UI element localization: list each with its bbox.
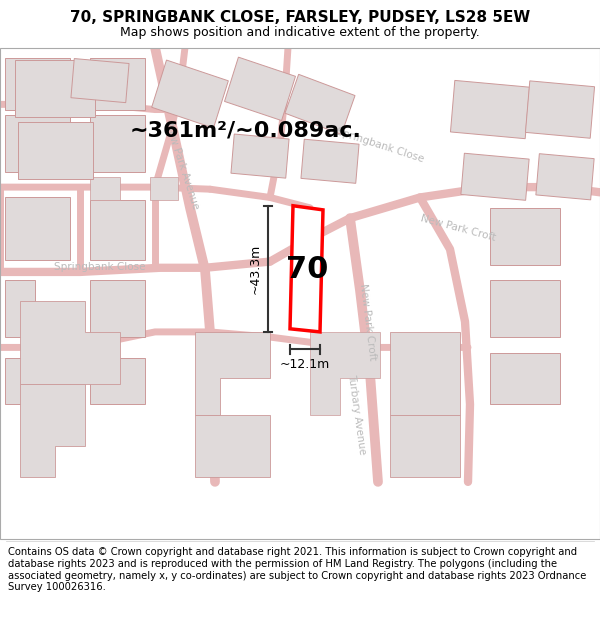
Polygon shape: [90, 58, 145, 109]
Polygon shape: [301, 139, 359, 183]
Polygon shape: [90, 357, 145, 404]
Polygon shape: [90, 199, 145, 259]
Polygon shape: [5, 58, 70, 109]
Text: ~43.3m: ~43.3m: [249, 244, 262, 294]
Polygon shape: [5, 198, 70, 259]
Text: Map shows position and indicative extent of the property.: Map shows position and indicative extent…: [120, 26, 480, 39]
Polygon shape: [536, 154, 594, 200]
Text: Springbank Close: Springbank Close: [335, 127, 425, 164]
Polygon shape: [15, 61, 95, 118]
Text: Springbank Close: Springbank Close: [54, 262, 146, 272]
Polygon shape: [17, 122, 92, 179]
Polygon shape: [5, 115, 70, 172]
Polygon shape: [390, 414, 460, 477]
Polygon shape: [290, 206, 323, 332]
Polygon shape: [490, 352, 560, 404]
Text: Turbary Avenue: Turbary Avenue: [346, 374, 368, 456]
Polygon shape: [90, 115, 145, 172]
Text: 70: 70: [286, 256, 328, 284]
Polygon shape: [285, 74, 355, 134]
Text: New Park Croft: New Park Croft: [419, 214, 497, 243]
Polygon shape: [310, 332, 380, 414]
Polygon shape: [461, 153, 529, 200]
Polygon shape: [195, 332, 270, 414]
Text: ~12.1m: ~12.1m: [280, 357, 330, 371]
Polygon shape: [90, 280, 145, 337]
Polygon shape: [390, 332, 460, 414]
Polygon shape: [5, 280, 35, 337]
Polygon shape: [20, 384, 85, 477]
Text: Contains OS data © Crown copyright and database right 2021. This information is : Contains OS data © Crown copyright and d…: [8, 548, 586, 592]
Polygon shape: [152, 60, 229, 128]
Text: ~361m²/~0.089ac.: ~361m²/~0.089ac.: [130, 120, 362, 140]
Polygon shape: [20, 301, 120, 384]
Polygon shape: [150, 177, 178, 199]
Polygon shape: [90, 177, 120, 199]
Polygon shape: [526, 81, 595, 138]
Polygon shape: [490, 280, 560, 337]
Polygon shape: [5, 357, 70, 404]
Text: New Park Croft: New Park Croft: [358, 282, 377, 361]
Polygon shape: [490, 208, 560, 264]
Polygon shape: [231, 134, 289, 178]
Text: New Park Avenue: New Park Avenue: [163, 122, 201, 211]
Polygon shape: [71, 59, 129, 102]
Polygon shape: [451, 81, 530, 139]
Polygon shape: [195, 414, 270, 477]
Text: 70, SPRINGBANK CLOSE, FARSLEY, PUDSEY, LS28 5EW: 70, SPRINGBANK CLOSE, FARSLEY, PUDSEY, L…: [70, 11, 530, 26]
Polygon shape: [224, 57, 295, 121]
